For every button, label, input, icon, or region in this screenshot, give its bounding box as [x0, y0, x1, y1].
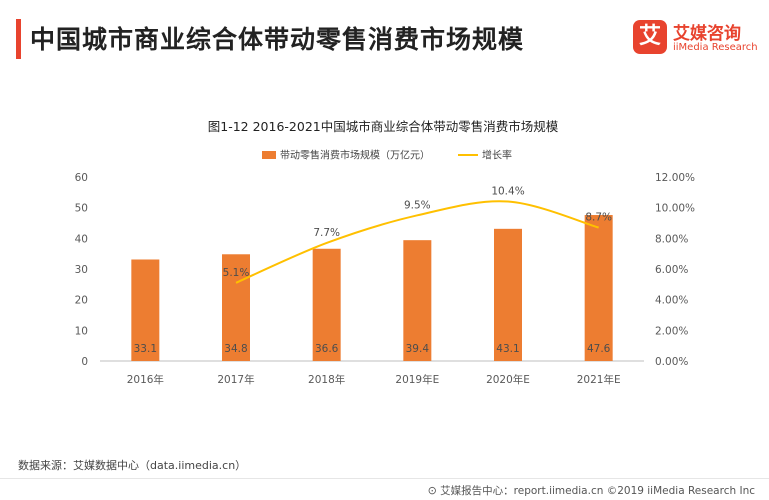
bar: [403, 240, 432, 361]
footer: ⊙ 艾媒报告中心：report.iimedia.cn ©2019 iiMedia…: [428, 483, 755, 498]
legend-bar-swatch: [262, 151, 276, 159]
legend: 带动零售消费市场规模（万亿元） 增长率: [262, 149, 512, 162]
bar-data-label: 34.8: [224, 343, 247, 355]
line-data-labels: 5.1% 7.7% 9.5% 10.4% 8.7%: [223, 186, 612, 279]
y-left-tick-label: 60: [75, 172, 88, 184]
page-title: 中国城市商业综合体带动零售消费市场规模: [30, 25, 525, 54]
legend-bar-label: 带动零售消费市场规模（万亿元）: [280, 149, 430, 162]
y-right-tick-label: 2.00%: [655, 325, 688, 337]
y-left-tick-label: 0: [81, 356, 88, 368]
y-right-tick-label: 0.00%: [655, 356, 688, 368]
bar-data-label: 36.6: [315, 343, 339, 355]
x-tick-label: 2020年E: [486, 373, 530, 386]
chart-title: 图1-12 2016-2021中国城市商业综合体带动零售消费市场规模: [208, 119, 559, 134]
bar: [584, 215, 613, 361]
growth-rate-line: [235, 200, 599, 284]
report-center-icon: ⊙: [427, 484, 437, 497]
y-left-tick-label: 50: [75, 203, 88, 215]
bar: [494, 228, 522, 361]
footer-text: 艾媒报告中心：report.iimedia.cn ©2019 iiMedia R…: [440, 485, 755, 497]
x-tick-label: 2016年: [127, 373, 164, 386]
y-right-tick-label: 12.00%: [655, 172, 695, 184]
line-data-label: 5.1%: [223, 267, 250, 279]
y-right-tick-label: 8.00%: [655, 233, 688, 245]
y-left-tick-label: 40: [75, 233, 88, 245]
title-accent-bar: [16, 19, 21, 59]
y-left-tick-label: 30: [75, 264, 88, 276]
logo-name-en: iiMedia Research: [673, 42, 758, 53]
logo: 艾 艾媒咨询 iiMedia Research: [633, 18, 763, 58]
line-data-label: 10.4%: [491, 186, 524, 198]
logo-name-cn: 艾媒咨询: [673, 24, 741, 44]
bar-series: [131, 215, 613, 361]
line-data-label: 9.5%: [404, 199, 431, 211]
line-data-label: 7.7%: [313, 227, 340, 239]
bar: [222, 254, 250, 361]
bar: [131, 259, 160, 361]
line-data-label: 8.7%: [585, 212, 612, 224]
bar-data-label: 47.6: [587, 343, 611, 355]
logo-mark-icon: 艾: [633, 20, 667, 54]
bar-data-label: 33.1: [134, 343, 157, 355]
legend-line-label: 增长率: [482, 149, 512, 162]
bar-data-label: 43.1: [496, 343, 519, 355]
x-axis: 2016年 2017年 2018年 2019年E 2020年E 2021年E: [127, 373, 621, 386]
y-left-tick-label: 10: [75, 325, 88, 337]
x-tick-label: 2018年: [308, 373, 345, 386]
x-tick-label: 2021年E: [577, 373, 621, 386]
y-right-tick-label: 4.00%: [655, 295, 688, 307]
y-right-tick-label: 6.00%: [655, 264, 688, 276]
footer-divider: [0, 478, 769, 479]
y-axis-left: 0 10 20 30 40 50 60: [75, 172, 88, 368]
y-axis-right: 0.00% 2.00% 4.00% 6.00% 8.00% 10.00% 12.00%: [655, 172, 695, 368]
bar-data-labels: 33.1 34.8 36.6 39.4 43.1 47.6: [134, 343, 611, 355]
data-source-note: 数据来源：艾媒数据中心（data.iimedia.cn）: [18, 459, 247, 472]
x-tick-label: 2017年: [217, 373, 254, 386]
bar-data-label: 39.4: [406, 343, 430, 355]
bar: [312, 248, 341, 361]
y-right-tick-label: 10.00%: [655, 203, 695, 215]
y-left-tick-label: 20: [75, 295, 88, 307]
x-tick-label: 2019年E: [395, 373, 439, 386]
